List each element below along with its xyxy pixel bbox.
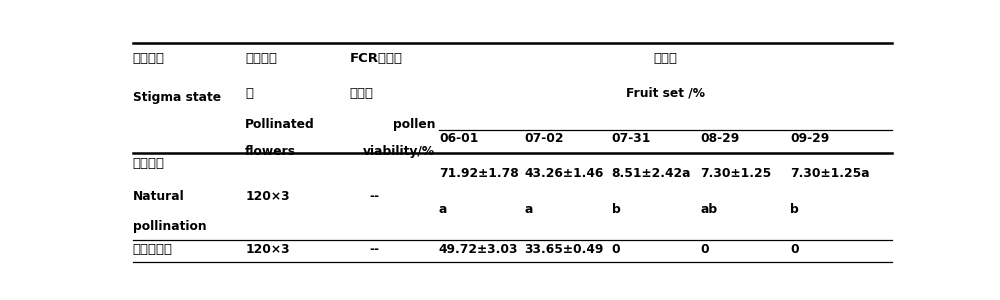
- Text: FCR染色花: FCR染色花: [350, 52, 403, 65]
- Text: viability/%: viability/%: [363, 145, 435, 158]
- Text: b: b: [790, 203, 799, 217]
- Text: --: --: [369, 243, 379, 256]
- Text: Natural: Natural: [133, 190, 184, 202]
- Text: 120×3: 120×3: [245, 190, 290, 202]
- Text: 43.26±1.46: 43.26±1.46: [524, 167, 604, 179]
- Text: 自然授粉: 自然授粉: [133, 157, 165, 170]
- Text: a: a: [524, 203, 532, 217]
- Text: pollen: pollen: [392, 118, 435, 131]
- Text: Pollinated: Pollinated: [245, 118, 315, 131]
- Text: 7.30±1.25a: 7.30±1.25a: [790, 167, 870, 179]
- Text: --: --: [369, 190, 379, 202]
- Text: 粉活力: 粉活力: [350, 87, 374, 100]
- Text: b: b: [612, 203, 620, 217]
- Text: 06-01: 06-01: [439, 132, 478, 145]
- Text: 7.30±1.25: 7.30±1.25: [700, 167, 771, 179]
- Text: pollination: pollination: [133, 220, 206, 232]
- Text: flowers: flowers: [245, 145, 296, 158]
- Text: Fruit set /%: Fruit set /%: [626, 87, 705, 100]
- Text: 柱头状态: 柱头状态: [133, 52, 165, 65]
- Text: 33.65±0.49: 33.65±0.49: [524, 243, 604, 256]
- Text: 71.92±1.78: 71.92±1.78: [439, 167, 519, 179]
- Text: 08-29: 08-29: [700, 132, 739, 145]
- Text: 数: 数: [245, 87, 253, 100]
- Text: Stigma state: Stigma state: [133, 92, 221, 104]
- Text: 07-02: 07-02: [524, 132, 564, 145]
- Text: 0: 0: [700, 243, 709, 256]
- Text: 07-31: 07-31: [612, 132, 651, 145]
- Text: 49.72±3.03: 49.72±3.03: [439, 243, 518, 256]
- Text: 8.51±2.42a: 8.51±2.42a: [612, 167, 691, 179]
- Text: a: a: [439, 203, 447, 217]
- Text: 09-29: 09-29: [790, 132, 829, 145]
- Text: 套袋不授粉: 套袋不授粉: [133, 243, 173, 256]
- Text: ab: ab: [700, 203, 717, 217]
- Text: 授粉雌花: 授粉雌花: [245, 52, 277, 65]
- Text: 0: 0: [790, 243, 799, 256]
- Text: 0: 0: [612, 243, 620, 256]
- Text: 坐果率: 坐果率: [654, 52, 678, 65]
- Text: 120×3: 120×3: [245, 243, 290, 256]
